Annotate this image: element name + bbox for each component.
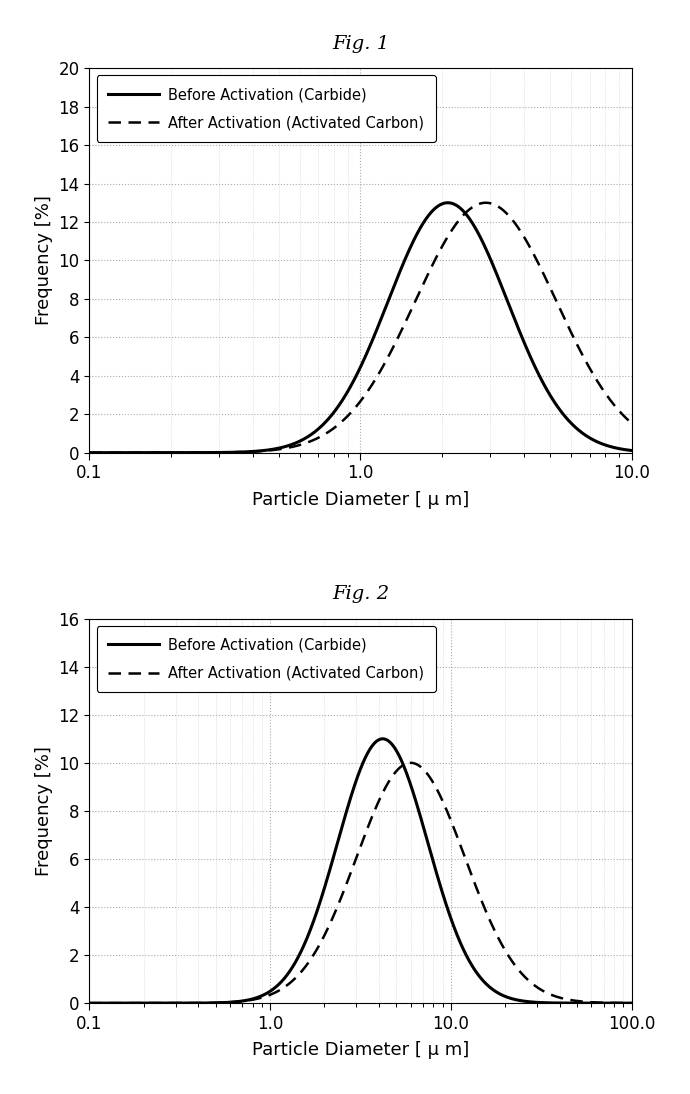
Y-axis label: Frequency [%]: Frequency [%] [34, 196, 52, 325]
Before Activation (Carbide) [627, 444, 635, 457]
Y-axis label: Frequency [%]: Frequency [%] [34, 746, 52, 876]
X-axis label: Particle Diameter [ μ m]: Particle Diameter [ μ m] [252, 491, 469, 509]
After Activation (Activated Carbon) [179, 446, 188, 459]
After Activation (Activated Carbon) [558, 309, 566, 322]
After Activation (Activated Carbon) [482, 196, 490, 209]
Before Activation (Carbide) [179, 446, 188, 459]
Line: After Activation (Activated Carbon): After Activation (Activated Carbon) [89, 763, 631, 1003]
Before Activation (Carbide) [444, 196, 452, 209]
Before Activation (Carbide) [379, 732, 387, 745]
After Activation (Activated Carbon) [147, 446, 155, 459]
After Activation (Activated Carbon) [558, 992, 566, 1005]
Before Activation (Carbide) [147, 446, 155, 459]
After Activation (Activated Carbon) [617, 407, 625, 420]
Before Activation (Carbide) [617, 442, 625, 455]
Line: After Activation (Activated Carbon): After Activation (Activated Carbon) [89, 202, 631, 453]
Before Activation (Carbide) [147, 997, 155, 1010]
Legend: Before Activation (Carbide), After Activation (Activated Carbon): Before Activation (Carbide), After Activ… [97, 75, 435, 142]
Before Activation (Carbide) [558, 997, 566, 1010]
Before Activation (Carbide) [293, 953, 302, 966]
Before Activation (Carbide) [85, 446, 93, 459]
After Activation (Activated Carbon) [85, 997, 93, 1010]
Line: Before Activation (Carbide): Before Activation (Carbide) [89, 738, 631, 1003]
After Activation (Activated Carbon) [317, 430, 325, 443]
After Activation (Activated Carbon) [627, 997, 635, 1010]
Before Activation (Carbide) [85, 997, 93, 1010]
After Activation (Activated Carbon) [147, 997, 155, 1010]
Before Activation (Carbide) [558, 407, 566, 420]
After Activation (Activated Carbon) [293, 439, 302, 452]
After Activation (Activated Carbon) [617, 997, 625, 1010]
After Activation (Activated Carbon) [627, 417, 635, 430]
After Activation (Activated Carbon) [293, 969, 302, 982]
Before Activation (Carbide) [617, 997, 625, 1010]
Line: Before Activation (Carbide): Before Activation (Carbide) [89, 202, 631, 453]
X-axis label: Particle Diameter [ μ m]: Particle Diameter [ μ m] [252, 1041, 469, 1059]
Before Activation (Carbide) [317, 894, 325, 907]
Before Activation (Carbide) [293, 435, 302, 449]
After Activation (Activated Carbon) [85, 446, 93, 459]
After Activation (Activated Carbon) [179, 997, 188, 1010]
Title: Fig. 2: Fig. 2 [332, 585, 389, 603]
Before Activation (Carbide) [627, 997, 635, 1010]
Before Activation (Carbide) [317, 420, 325, 433]
Title: Fig. 1: Fig. 1 [332, 35, 389, 53]
After Activation (Activated Carbon) [317, 935, 325, 948]
Legend: Before Activation (Carbide), After Activation (Activated Carbon): Before Activation (Carbide), After Activ… [97, 626, 435, 693]
Before Activation (Carbide) [179, 997, 188, 1010]
After Activation (Activated Carbon) [406, 756, 415, 769]
